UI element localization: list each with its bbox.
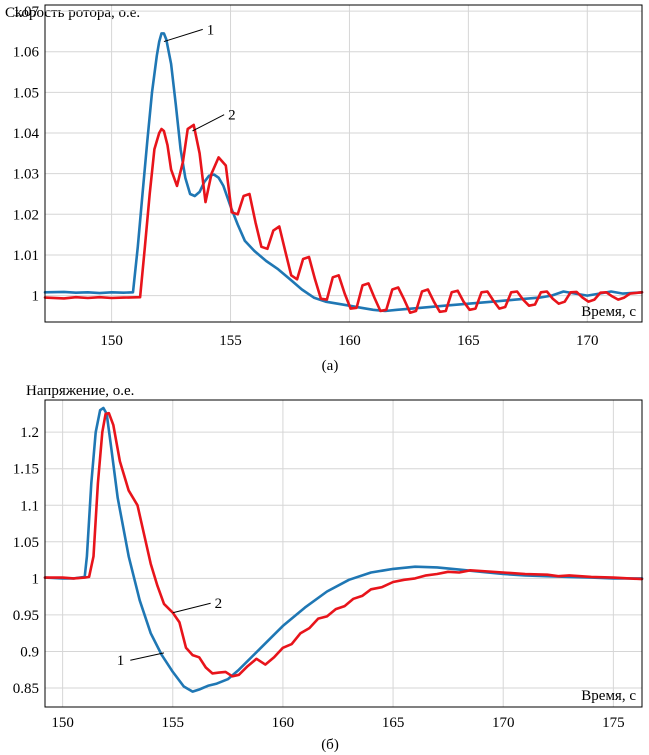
chart-voltage: Напряжение, о.е. 150 155 160 165 170 175 0.85 0… <box>13 383 644 753</box>
chart-a-annotation-leader <box>192 114 225 132</box>
chart-b-ytick-label: 1.1 <box>20 498 39 514</box>
chart-a-series <box>43 32 644 314</box>
chart-a-ytick-label: 1.04 <box>13 126 40 142</box>
chart-a-series-line-2 <box>43 123 644 314</box>
chart-b-ytick-label: 0.95 <box>13 608 39 624</box>
chart-a-ytick-label: 1.03 <box>13 167 39 183</box>
chart-b-ytick-label: 0.9 <box>20 644 39 660</box>
chart-a-xtick-label: 155 <box>219 333 242 349</box>
chart-a-ytick-label: 1.02 <box>13 207 39 223</box>
chart-b-xtick-label: 175 <box>602 715 625 731</box>
chart-a-annotation-label: 1 <box>207 22 215 38</box>
chart-a-caption: (а) <box>322 358 339 374</box>
chart-b-xtick-label: 150 <box>51 715 74 731</box>
chart-b-grid <box>45 400 642 707</box>
chart-a-ytick-label: 1.07 <box>13 4 40 20</box>
chart-a-series-line-1 <box>43 32 644 313</box>
chart-a-ytick-label: 1.05 <box>13 85 39 101</box>
chart-b-series <box>43 406 644 693</box>
chart-a-xtick-label: 165 <box>457 333 480 349</box>
chart-b-plot-frame <box>44 399 643 708</box>
chart-a-title: Скорость ротора, о.е. <box>5 5 140 21</box>
chart-b-xtick-label: 170 <box>492 715 515 731</box>
chart-b-caption: (б) <box>321 737 339 753</box>
chart-rotor-speed: Скорость ротора, о.е. 150 155 160 165 170 1 1.… <box>5 4 644 374</box>
chart-a-tick-labels: 150 155 160 165 170 1 1.01 1.02 1.03 1.04 1.05 1.06… <box>13 4 599 349</box>
chart-a-annotations: 12 <box>163 22 236 132</box>
chart-a-annotation-label: 2 <box>228 108 236 124</box>
chart-a-xtick-label: 160 <box>338 333 361 349</box>
chart-b-xlabel: Время, с <box>581 688 636 704</box>
chart-a-xlabel: Время, с <box>581 304 636 320</box>
chart-b-xtick-label: 165 <box>382 715 405 731</box>
chart-b-ytick-label: 1.2 <box>20 425 39 441</box>
chart-a-annotation-leader <box>163 28 203 43</box>
chart-b-series-line-1 <box>43 406 644 693</box>
chart-b-tick-labels: 150 155 160 165 170 175 0.85 0.9 0.95 1 1.05 1.1 1.1… <box>13 425 625 731</box>
chart-b-annotation-leader <box>172 602 211 614</box>
chart-a-ytick-label: 1.01 <box>13 248 39 264</box>
chart-a-xtick-label: 150 <box>100 333 123 349</box>
chart-b-ytick-label: 1 <box>32 571 40 587</box>
chart-b-annotation-label: 1 <box>117 653 125 669</box>
chart-b-xtick-label: 160 <box>272 715 295 731</box>
chart-b-ytick-label: 1.05 <box>13 535 39 551</box>
chart-b-series-line-2 <box>43 411 644 678</box>
chart-b-annotation-label: 2 <box>215 596 223 612</box>
chart-b-title: Напряжение, о.е. <box>26 383 134 399</box>
chart-b-annotations: 12 <box>117 596 222 669</box>
chart-a-plot-frame <box>44 4 643 323</box>
chart-a-ytick-label: 1.06 <box>13 45 40 61</box>
chart-b-annotation-leader <box>130 652 165 661</box>
chart-a-xtick-label: 170 <box>576 333 599 349</box>
chart-b-xtick-label: 155 <box>162 715 185 731</box>
chart-b-ytick-label: 1.15 <box>13 462 39 478</box>
chart-a-ytick-label: 1 <box>32 289 40 305</box>
chart-b-ytick-label: 0.85 <box>13 681 39 697</box>
